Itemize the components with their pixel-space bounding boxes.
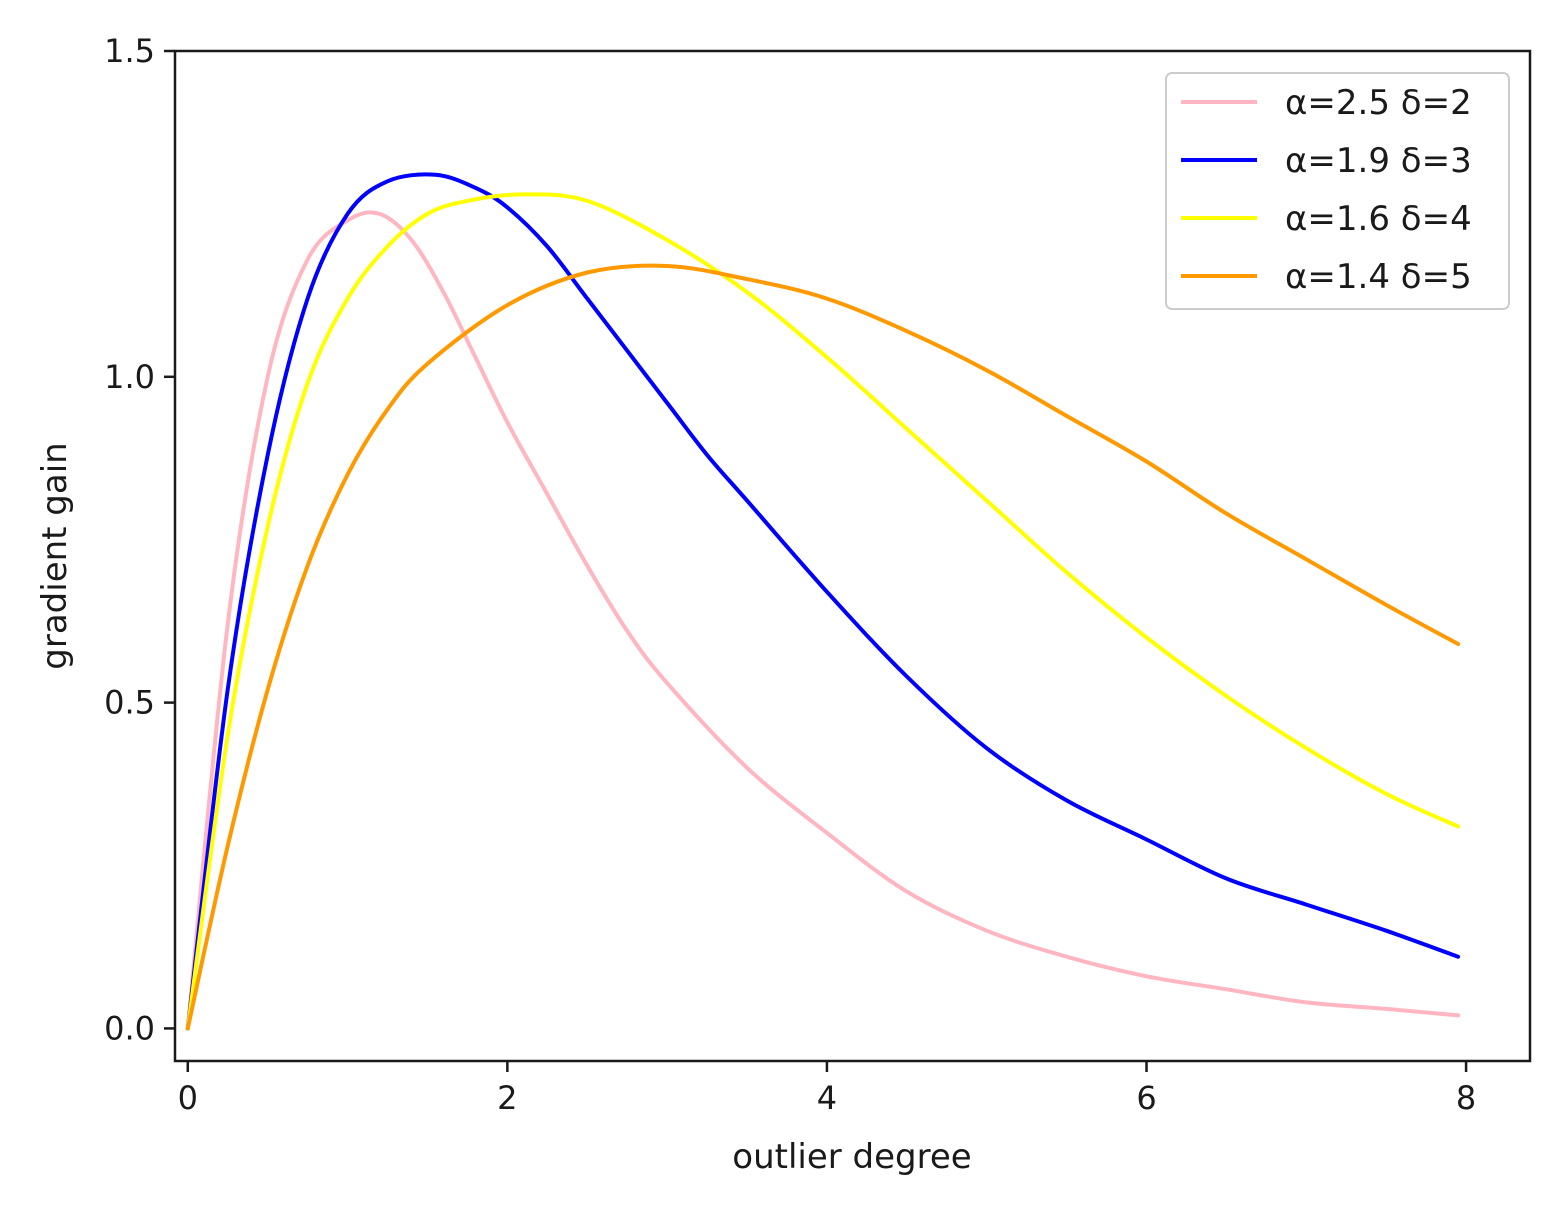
legend-label-4: α=1.4 δ=5 — [1285, 257, 1472, 297]
x-tick-label: 8 — [1456, 1079, 1476, 1117]
y-axis-ticks: 0.0 0.5 1.0 1.5 — [104, 32, 175, 1047]
legend-label-2: α=1.9 δ=3 — [1285, 141, 1472, 181]
series-line-3 — [185, 192, 1461, 1031]
y-tick-label: 0.5 — [104, 684, 155, 722]
legend-label-3: α=1.6 δ=4 — [1285, 199, 1472, 239]
series-line-2 — [185, 172, 1461, 1031]
plot-frame — [173, 49, 1532, 1063]
legend: α=2.5 δ=2 α=1.9 δ=3 α=1.6 δ=4 α=1.4 δ=5 — [1165, 72, 1510, 310]
x-tick-label: 0 — [178, 1079, 198, 1117]
series-line-4 — [185, 263, 1461, 1031]
y-tick-label: 1.0 — [104, 358, 155, 396]
legend-box — [1165, 72, 1510, 310]
legend-label-1: α=2.5 δ=2 — [1285, 83, 1472, 123]
series-layer — [185, 172, 1461, 1031]
y-tick-label: 0.0 — [104, 1009, 155, 1047]
x-axis-ticks: 0 2 4 6 8 — [178, 1061, 1476, 1117]
x-tick-label: 6 — [1136, 1079, 1156, 1117]
y-axis-title: gradient gain — [35, 442, 75, 669]
y-tick-label: 1.5 — [104, 32, 155, 70]
x-tick-label: 4 — [817, 1079, 837, 1117]
x-axis-title: outlier degree — [732, 1137, 971, 1177]
series-line-1 — [185, 210, 1461, 1031]
x-tick-label: 2 — [497, 1079, 517, 1117]
